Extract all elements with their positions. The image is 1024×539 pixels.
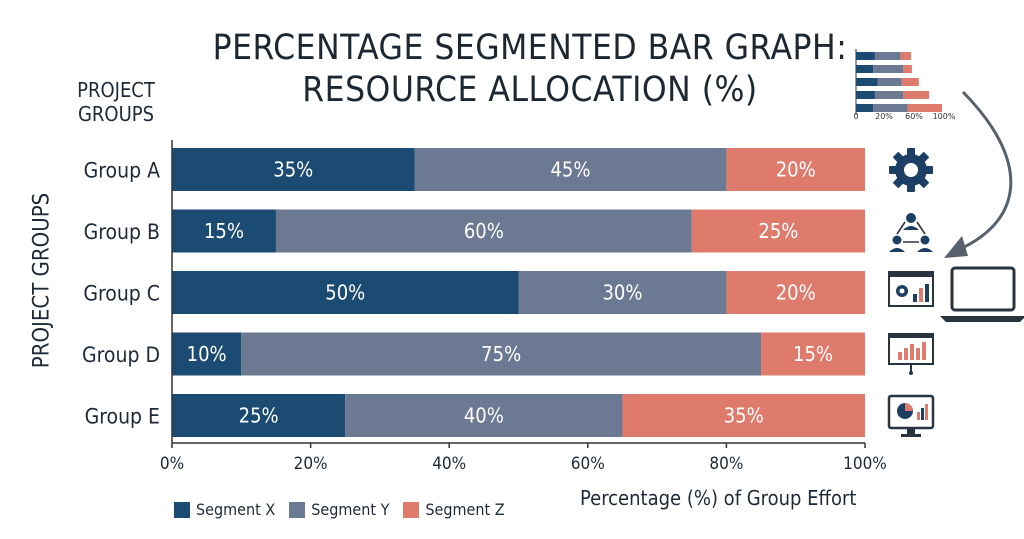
x-tick-label-0: 0% xyxy=(160,454,184,474)
bar-label-y-2: 60% xyxy=(464,219,504,243)
legend-label-x: Segment X xyxy=(196,500,276,519)
thumb-tick-label-0: 0 xyxy=(853,112,858,121)
thumb-bar-x-5 xyxy=(856,104,874,112)
bar-segment-y-1 xyxy=(414,148,727,191)
chart-title-line2: RESOURCE ALLOCATION (%) xyxy=(302,70,758,110)
category-label-1: Group A xyxy=(84,159,160,183)
legend-label-z: Segment Z xyxy=(425,500,505,519)
category-label-4: Group D xyxy=(82,343,160,367)
thumb-bar-y-4 xyxy=(874,91,904,99)
bars-layer: 35% 45% 20% 15% 60% 25% 50% 30% 20% 10% 75% 15% 25% 4… xyxy=(172,148,865,437)
thumb-bar-x-1 xyxy=(856,52,875,60)
legend-item-z: Segment Z xyxy=(403,500,505,519)
legend: Segment X Segment Y Segment Z xyxy=(174,500,505,519)
presentation-screen-icon xyxy=(888,271,934,307)
bar-label-z-2: 25% xyxy=(758,219,798,243)
x-tick-label-3: 60% xyxy=(571,454,605,474)
thumb-bar-z-1 xyxy=(900,52,912,60)
team-network-icon xyxy=(889,213,933,252)
legend-swatch-x xyxy=(174,501,190,518)
gear-icon xyxy=(889,148,933,192)
bar-segment-x-1 xyxy=(172,148,415,191)
legend-label-y: Segment Y xyxy=(311,500,390,519)
bar-label-z-5: 35% xyxy=(724,404,764,428)
x-tick-label-4: 80% xyxy=(709,454,743,474)
thumb-bar-x-2 xyxy=(856,65,874,73)
bar-label-z-3: 20% xyxy=(776,281,816,305)
bar-segment-z-1 xyxy=(726,148,865,191)
corner-axis-label: PROJECT GROUPS xyxy=(77,78,155,126)
bar-label-x-5: 25% xyxy=(239,404,279,428)
x-tick-label-5: 100% xyxy=(843,454,887,474)
thumb-bar-x-4 xyxy=(856,91,875,99)
bar-segment-y-5 xyxy=(345,394,623,437)
thumb-tick-label-1: 20% xyxy=(875,112,893,121)
bar-segment-z-3 xyxy=(726,271,865,314)
thumb-tick-label-2: 60% xyxy=(905,112,923,121)
bar-label-x-2: 15% xyxy=(204,219,244,243)
thumb-bar-z-2 xyxy=(903,65,912,73)
legend-swatch-y xyxy=(289,501,306,518)
legend-swatch-z xyxy=(403,501,420,518)
bar-segment-z-4 xyxy=(761,332,865,376)
bar-segment-z-5 xyxy=(622,394,865,437)
bar-label-z-4: 15% xyxy=(793,342,833,366)
thumb-bar-y-2 xyxy=(873,65,904,73)
thumb-bar-z-3 xyxy=(901,78,919,86)
bar-segment-y-3 xyxy=(518,271,727,314)
thumb-bar-z-5 xyxy=(907,104,942,112)
chart-title-line1: PERCENTAGE SEGMENTED BAR GRAPH: xyxy=(212,28,848,68)
bar-label-y-5: 40% xyxy=(464,404,504,428)
thumbnail-chart: 0 20% 60% 100% xyxy=(853,49,956,121)
category-label-3: Group C xyxy=(83,282,160,306)
bar-segment-x-5 xyxy=(172,394,346,437)
bar-label-x-3: 50% xyxy=(325,281,365,305)
bar-label-y-1: 45% xyxy=(550,158,590,182)
bar-label-x-4: 10% xyxy=(187,342,227,366)
bar-segment-y-2 xyxy=(275,209,692,253)
thumb-bar-x-3 xyxy=(856,78,878,86)
bar-segment-x-4 xyxy=(172,332,242,376)
category-label-2: Group B xyxy=(84,220,160,244)
bar-chart-board-icon xyxy=(888,333,934,375)
category-label-5: Group E xyxy=(85,405,160,429)
x-tick-label-1: 20% xyxy=(294,454,328,474)
bar-segment-y-4 xyxy=(241,332,762,376)
bar-label-x-1: 35% xyxy=(273,158,313,182)
x-axis-label: Percentage (%) of Group Effort xyxy=(580,486,857,510)
bar-label-y-3: 30% xyxy=(602,281,642,305)
bar-label-z-1: 20% xyxy=(776,158,816,182)
thumb-bar-z-4 xyxy=(903,91,930,99)
legend-item-x: Segment X xyxy=(174,500,275,519)
thumb-tick-label-3: 100% xyxy=(933,112,956,121)
monitor-dashboard-icon xyxy=(887,394,935,437)
legend-item-y: Segment Y xyxy=(289,500,389,519)
bar-segment-x-3 xyxy=(172,271,519,314)
thumb-bar-y-1 xyxy=(874,52,901,60)
axes-layer: Group A Group B Group C Group D Group E 0% 20%… xyxy=(82,140,887,474)
thumb-bar-y-3 xyxy=(877,78,902,86)
bar-segment-x-2 xyxy=(172,209,276,253)
curved-arrow-icon xyxy=(957,90,1013,252)
x-tick-label-2: 40% xyxy=(432,454,466,474)
laptop-icon xyxy=(940,266,1024,322)
bar-label-y-4: 75% xyxy=(481,342,521,366)
bar-segment-z-2 xyxy=(691,209,865,253)
arrow-head-icon xyxy=(944,236,968,258)
thumb-bar-y-5 xyxy=(873,104,908,112)
